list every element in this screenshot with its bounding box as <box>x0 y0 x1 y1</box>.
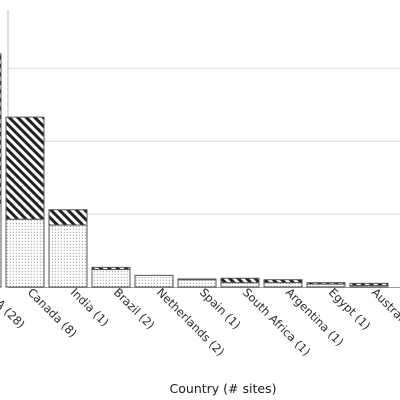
x-tick-label: Australia (1) <box>369 285 400 345</box>
bar-segment-dots <box>0 202 2 288</box>
bar-segment-diagonal-hatch <box>5 116 45 220</box>
bars <box>0 53 389 288</box>
bar-segment-dots <box>177 279 217 288</box>
bar-segment-diagonal-hatch <box>263 279 303 284</box>
bar-segment-diagonal-hatch <box>349 282 389 287</box>
bar-segment-diagonal-hatch <box>91 266 131 271</box>
bar-segment-diagonal-hatch <box>48 209 88 226</box>
x-tick-label: India (1) <box>68 285 112 329</box>
bar-segment-dots <box>134 274 174 288</box>
bar-segment-dots <box>263 282 303 288</box>
x-axis-title: Country (# sites) <box>170 381 277 396</box>
bar-segment-dots <box>48 224 88 288</box>
bar-segment-diagonal-hatch <box>306 282 346 285</box>
x-tick-label: Brazil (2) <box>111 285 158 332</box>
bar-segment-dots <box>5 218 45 288</box>
bar-segment-diagonal-hatch <box>177 278 217 281</box>
bar-segment-dots <box>91 269 131 288</box>
bar-segment-diagonal-hatch <box>220 277 260 284</box>
bar-segment-diagonal-hatch <box>0 53 2 204</box>
x-tick-label: USA (28) <box>0 285 28 331</box>
bar-segment-dots <box>220 282 260 288</box>
x-tick-labels: USA (28)Canada (8)India (1) Brazil (2)Net… <box>0 285 400 359</box>
